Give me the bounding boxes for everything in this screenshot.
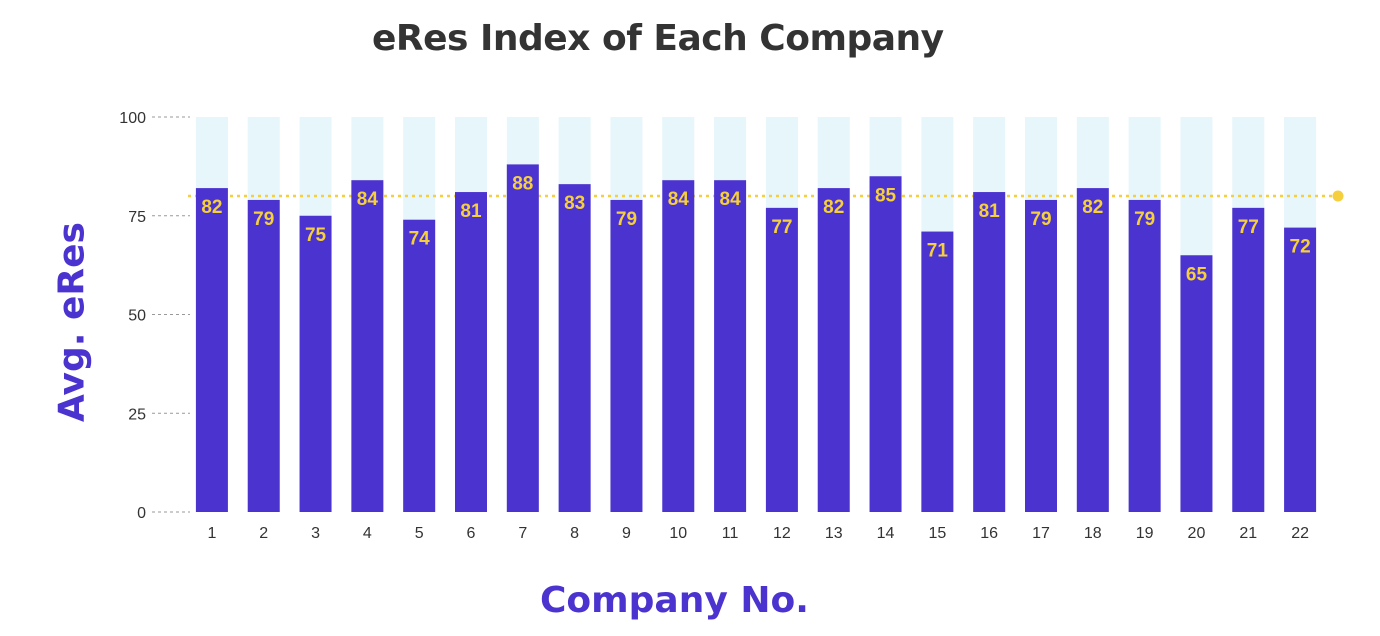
data-label-18: 82 <box>1082 197 1103 218</box>
chart-title: eRes Index of Each Company <box>372 18 944 59</box>
x-tick-label-8: 8 <box>570 525 579 542</box>
x-tick-label-5: 5 <box>415 525 424 542</box>
bar-2 <box>247 199 280 512</box>
data-label-22: 72 <box>1290 237 1311 258</box>
x-tick-label-21: 21 <box>1239 525 1257 542</box>
x-tick-label-3: 3 <box>311 525 320 542</box>
bar-19 <box>1128 199 1161 512</box>
y-tick-label-75: 75 <box>128 209 146 226</box>
x-tick-label-10: 10 <box>669 525 687 542</box>
data-label-14: 85 <box>875 185 897 206</box>
x-tick-label-22: 22 <box>1291 525 1309 542</box>
data-label-16: 81 <box>979 201 1001 222</box>
bar-13 <box>817 188 850 512</box>
data-label-7: 88 <box>512 173 533 194</box>
data-label-2: 79 <box>253 209 274 230</box>
bar-9 <box>610 199 643 512</box>
x-tick-label-18: 18 <box>1084 525 1102 542</box>
bar-17 <box>1025 199 1057 512</box>
data-label-19: 79 <box>1134 209 1155 230</box>
x-tick-label-7: 7 <box>518 525 527 542</box>
data-label-5: 74 <box>409 229 431 250</box>
x-tick-label-11: 11 <box>722 525 739 542</box>
bar-6 <box>455 192 487 513</box>
x-tick-label-14: 14 <box>877 525 895 542</box>
bar-18 <box>1076 188 1109 512</box>
x-tick-label-2: 2 <box>259 525 268 542</box>
bar-21 <box>1232 207 1265 512</box>
data-label-4: 84 <box>357 189 379 210</box>
data-label-6: 81 <box>460 201 482 222</box>
x-tick-label-13: 13 <box>825 525 843 542</box>
data-label-1: 82 <box>201 197 222 218</box>
bar-10 <box>662 180 695 512</box>
x-tick-label-1: 1 <box>207 525 216 542</box>
bar-16 <box>973 192 1006 513</box>
bar-3 <box>299 215 332 512</box>
y-tick-label-100: 100 <box>119 110 146 127</box>
x-tick-label-19: 19 <box>1136 525 1154 542</box>
x-tick-label-9: 9 <box>622 525 631 542</box>
y-tick-label-0: 0 <box>137 505 146 522</box>
bar-1 <box>195 188 228 512</box>
x-tick-label-20: 20 <box>1188 525 1206 542</box>
x-tick-label-6: 6 <box>467 525 476 542</box>
x-tick-label-12: 12 <box>773 525 791 542</box>
bar-4 <box>351 180 384 512</box>
x-tick-label-15: 15 <box>928 525 946 542</box>
data-label-15: 71 <box>927 241 949 262</box>
bar-7 <box>506 164 539 512</box>
bar-11 <box>714 180 747 512</box>
bar-14 <box>869 176 902 512</box>
bar-22 <box>1284 227 1317 512</box>
bar-5 <box>403 219 436 512</box>
data-label-20: 65 <box>1186 264 1208 285</box>
y-tick-label-50: 50 <box>128 308 146 325</box>
bar-20 <box>1180 255 1213 512</box>
data-label-17: 79 <box>1030 209 1051 230</box>
data-label-11: 84 <box>720 189 742 210</box>
data-label-9: 79 <box>616 209 637 230</box>
data-label-13: 82 <box>823 197 844 218</box>
data-label-3: 75 <box>305 225 327 246</box>
x-tick-label-17: 17 <box>1032 525 1050 542</box>
data-label-21: 77 <box>1238 217 1259 238</box>
bar-12 <box>765 207 798 512</box>
x-tick-label-16: 16 <box>980 525 998 542</box>
data-label-10: 84 <box>668 189 690 210</box>
reference-line-end-dot <box>1332 190 1344 202</box>
data-label-8: 83 <box>564 193 585 214</box>
x-tick-label-4: 4 <box>363 525 372 542</box>
x-axis-label: Company No. <box>540 580 809 621</box>
bar-8 <box>558 184 591 512</box>
bar-15 <box>921 231 954 513</box>
y-tick-label-25: 25 <box>128 406 146 423</box>
data-label-12: 77 <box>771 217 792 238</box>
